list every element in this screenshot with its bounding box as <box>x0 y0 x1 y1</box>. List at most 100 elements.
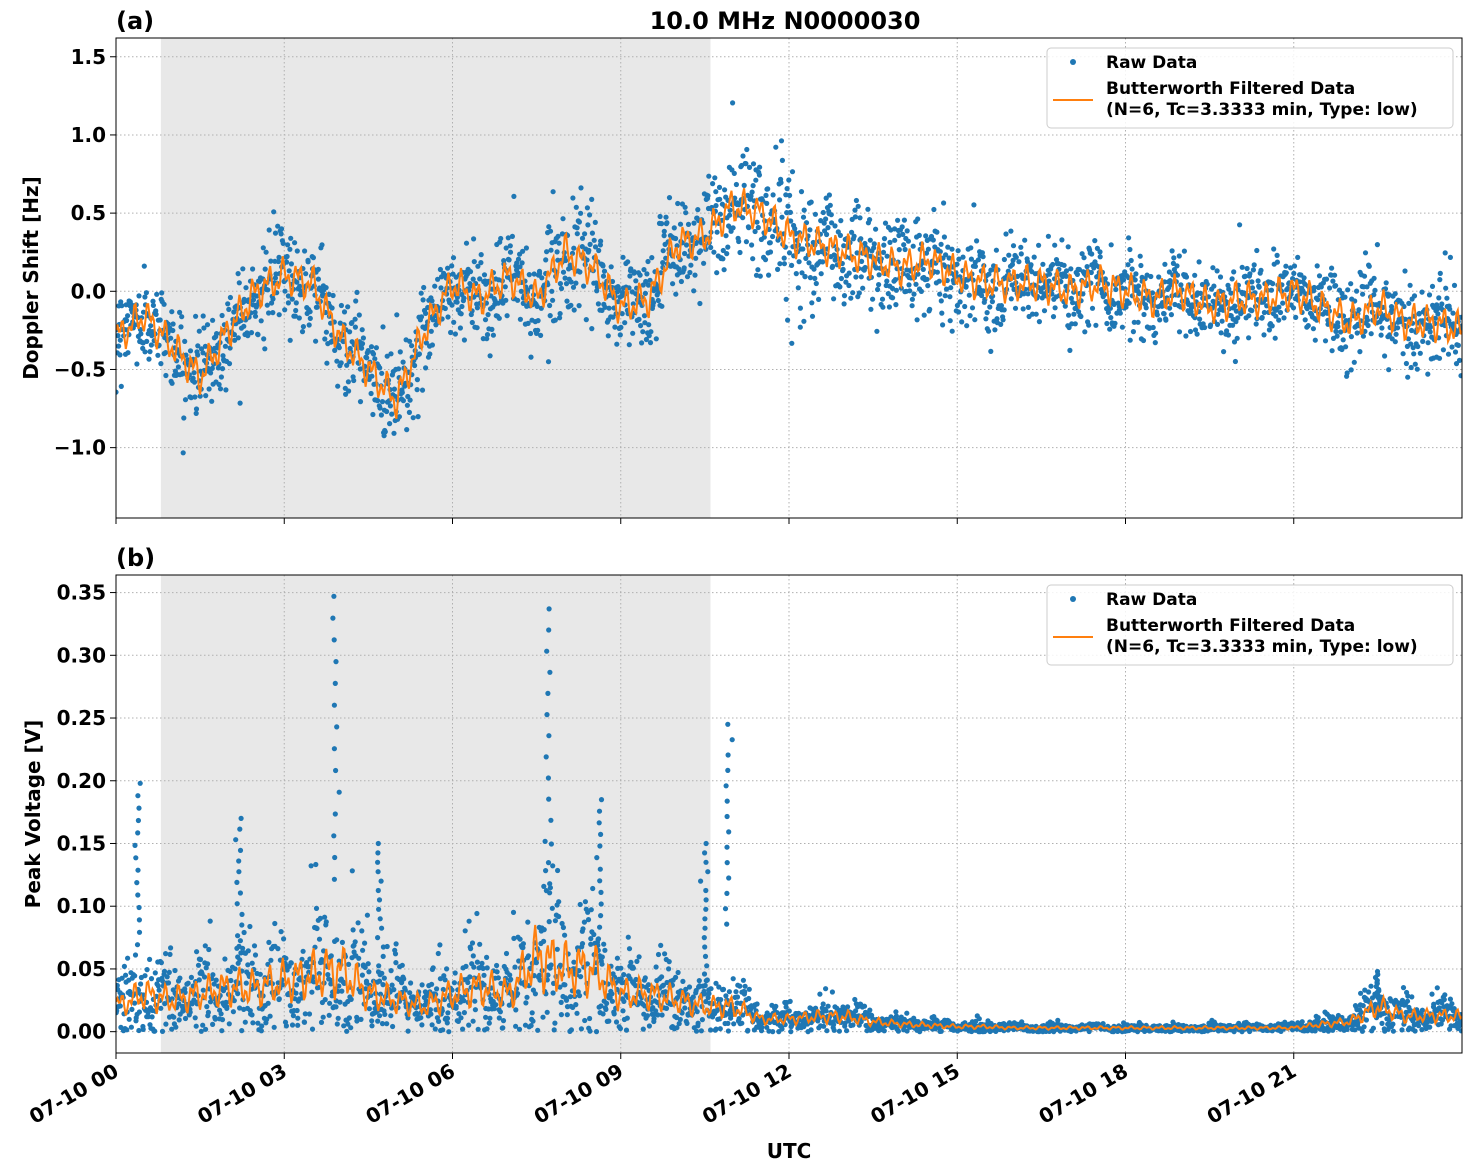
raw-data-point <box>316 267 321 272</box>
raw-data-point <box>679 279 684 284</box>
raw-data-point <box>382 976 387 981</box>
raw-data-point <box>233 966 238 971</box>
raw-data-point <box>634 959 639 964</box>
raw-data-point <box>172 968 177 973</box>
raw-data-point <box>294 300 299 305</box>
raw-data-point <box>1311 326 1316 331</box>
raw-data-point <box>1113 287 1118 292</box>
raw-data-point <box>306 259 311 264</box>
raw-data-point <box>1394 332 1399 337</box>
raw-data-point <box>407 410 412 415</box>
y-tick-label: 0.15 <box>57 831 106 855</box>
raw-data-point <box>432 284 437 289</box>
raw-data-point <box>219 1028 224 1033</box>
raw-data-point <box>529 1023 534 1028</box>
raw-data-point <box>580 236 585 241</box>
raw-data-point <box>1148 274 1153 279</box>
raw-data-point <box>398 349 403 354</box>
raw-data-point <box>701 261 706 266</box>
raw-data-point <box>441 987 446 992</box>
raw-data-point <box>431 965 436 970</box>
raw-data-point <box>1066 313 1071 318</box>
raw-data-point <box>1293 315 1298 320</box>
raw-data-point <box>1156 274 1161 279</box>
raw-data-point <box>124 1027 129 1032</box>
raw-data-point <box>862 1004 867 1009</box>
raw-data-point <box>388 1013 393 1018</box>
raw-data-point <box>436 951 441 956</box>
raw-data-point <box>601 942 606 947</box>
raw-data-point <box>1003 231 1008 236</box>
raw-data-point <box>766 273 771 278</box>
raw-data-point <box>380 982 385 987</box>
raw-data-point <box>335 1021 340 1026</box>
raw-data-point <box>726 1028 731 1033</box>
raw-data-point <box>491 333 496 338</box>
raw-data-point <box>310 1027 315 1032</box>
raw-data-point <box>839 276 844 281</box>
raw-data-point <box>881 250 886 255</box>
y-axis-label-a: Doppler Shift [Hz] <box>19 176 43 380</box>
raw-data-point <box>867 217 872 222</box>
raw-data-point <box>445 1016 450 1021</box>
raw-data-point <box>1046 234 1051 239</box>
raw-data-point <box>241 324 246 329</box>
raw-data-point <box>1357 349 1362 354</box>
raw-data-point <box>1428 329 1433 334</box>
raw-data-point <box>403 988 408 993</box>
raw-data-point <box>964 323 969 328</box>
raw-data-point <box>722 267 727 272</box>
raw-data-point <box>129 1007 134 1012</box>
raw-data-point <box>578 902 583 907</box>
raw-data-point <box>311 255 316 260</box>
raw-data-point <box>1053 305 1058 310</box>
raw-data-point <box>419 291 424 296</box>
raw-data-point <box>1406 301 1411 306</box>
raw-data-point <box>1300 1019 1305 1024</box>
raw-data-point <box>625 1016 630 1021</box>
raw-data-point <box>1425 372 1430 377</box>
raw-data-point <box>146 357 151 362</box>
raw-data-point <box>777 261 782 266</box>
raw-data-point <box>656 298 661 303</box>
raw-data-point <box>203 1027 208 1032</box>
raw-data-point <box>459 311 464 316</box>
raw-data-point <box>1420 339 1425 344</box>
raw-data-point <box>837 284 842 289</box>
raw-data-point <box>664 1006 669 1011</box>
raw-data-point <box>1408 283 1413 288</box>
raw-data-point <box>894 288 899 293</box>
raw-data-point <box>622 320 627 325</box>
raw-data-point <box>167 970 172 975</box>
raw-data-point <box>116 344 121 349</box>
raw-data-point <box>467 974 472 979</box>
raw-data-point <box>223 344 228 349</box>
raw-data-point <box>302 248 307 253</box>
raw-data-point <box>193 1015 198 1020</box>
panel-label-a: (a) <box>116 7 154 35</box>
raw-data-point <box>461 295 466 300</box>
raw-data-point <box>147 957 152 962</box>
raw-data-point <box>1291 271 1296 276</box>
raw-data-point <box>934 230 939 235</box>
raw-data-point <box>475 960 480 965</box>
raw-data-point <box>303 271 308 276</box>
raw-data-point <box>686 222 691 227</box>
raw-data-point <box>757 172 762 177</box>
raw-data-point <box>1341 337 1346 342</box>
raw-data-point <box>498 1009 503 1014</box>
raw-data-point <box>1178 282 1183 287</box>
raw-data-point <box>693 256 698 261</box>
raw-data-point <box>900 224 905 229</box>
y-axis-label-b: Peak Voltage [V] <box>21 720 45 909</box>
raw-data-point <box>711 250 716 255</box>
raw-data-point <box>672 225 677 230</box>
raw-data-point <box>603 1007 608 1012</box>
raw-data-point <box>196 963 201 968</box>
raw-data-point <box>664 220 669 225</box>
raw-data-point <box>483 317 488 322</box>
raw-data-point <box>606 333 611 338</box>
raw-data-point <box>224 1006 229 1011</box>
raw-data-point <box>810 314 815 319</box>
raw-data-point <box>1066 244 1071 249</box>
